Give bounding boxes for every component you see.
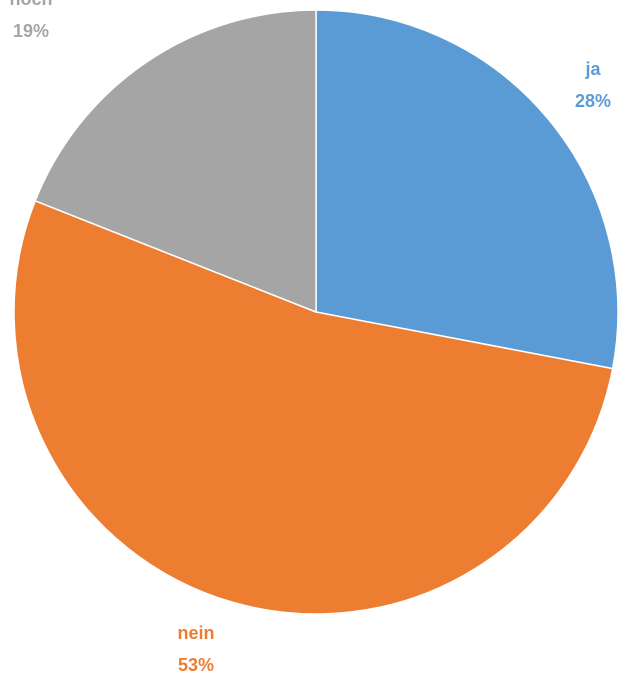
slice-percent-nein: 53% xyxy=(178,655,214,675)
pie-slice-ja xyxy=(315,9,619,370)
slice-label-noch: noch xyxy=(10,0,53,9)
pie-slice-nein xyxy=(13,199,614,615)
pie-slices xyxy=(13,9,619,615)
pie-slice-noch xyxy=(34,9,317,314)
slice-percent-ja: 28% xyxy=(575,91,611,111)
slice-label-ja: ja xyxy=(584,59,601,79)
slice-percent-noch: 19% xyxy=(13,21,49,41)
slice-label-nein: nein xyxy=(177,623,214,643)
